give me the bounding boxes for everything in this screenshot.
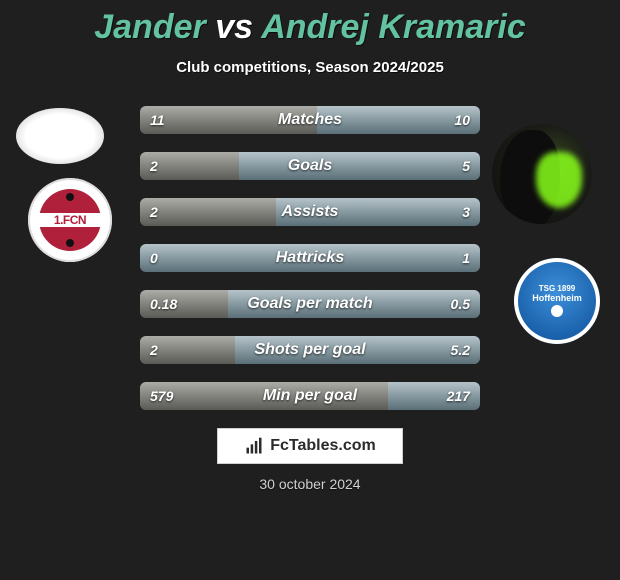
stat-value-right: 5.2 [451,336,470,364]
stat-value-right: 3 [462,198,470,226]
subtitle: Club competitions, Season 2024/2025 [0,59,620,76]
page-title: Jander vs Andrej Kramaric [0,0,620,47]
stat-label: Matches [140,106,480,134]
stat-value-left: 0 [150,244,158,272]
stat-row: Goals per match0.18 0.5 [140,290,480,318]
stat-row: Shots per goal2 5.2 [140,336,480,364]
stat-value-right: 5 [462,152,470,180]
stat-label: Min per goal [140,382,480,410]
stat-row: Min per goal579 217 [140,382,480,410]
stat-label: Goals [140,152,480,180]
stat-value-left: 579 [150,382,173,410]
stats-bars: Matches1110Goals25Assists23Hattricks01Go… [140,106,480,410]
stat-row: Hattricks0 1 [140,244,480,272]
stat-value-right: 10 [454,106,470,134]
stat-label: Assists [140,198,480,226]
stat-label: Shots per goal [140,336,480,364]
player2-name: Andrej Kramaric [261,8,526,46]
vs-text: vs [215,8,253,46]
stat-label: Hattricks [140,244,480,272]
chart-icon [244,436,264,456]
stat-value-right: 0.5 [451,290,470,318]
stat-label: Goals per match [140,290,480,318]
footer-date: 30 october 2024 [0,476,620,492]
stat-value-right: 1 [462,244,470,272]
stat-value-left: 2 [150,152,158,180]
brand-text: FcTables.com [270,437,376,455]
stat-value-left: 0.18 [150,290,177,318]
stat-row: Matches11 10 [140,106,480,134]
stat-value-left: 2 [150,198,158,226]
brand-badge: FcTables.com [217,428,403,464]
stat-row: Goals2 5 [140,152,480,180]
stat-value-left: 2 [150,336,158,364]
stat-value-left: 11 [150,106,165,134]
stat-row: Assists2 3 [140,198,480,226]
player1-name: Jander [94,8,206,46]
stat-value-right: 217 [447,382,470,410]
